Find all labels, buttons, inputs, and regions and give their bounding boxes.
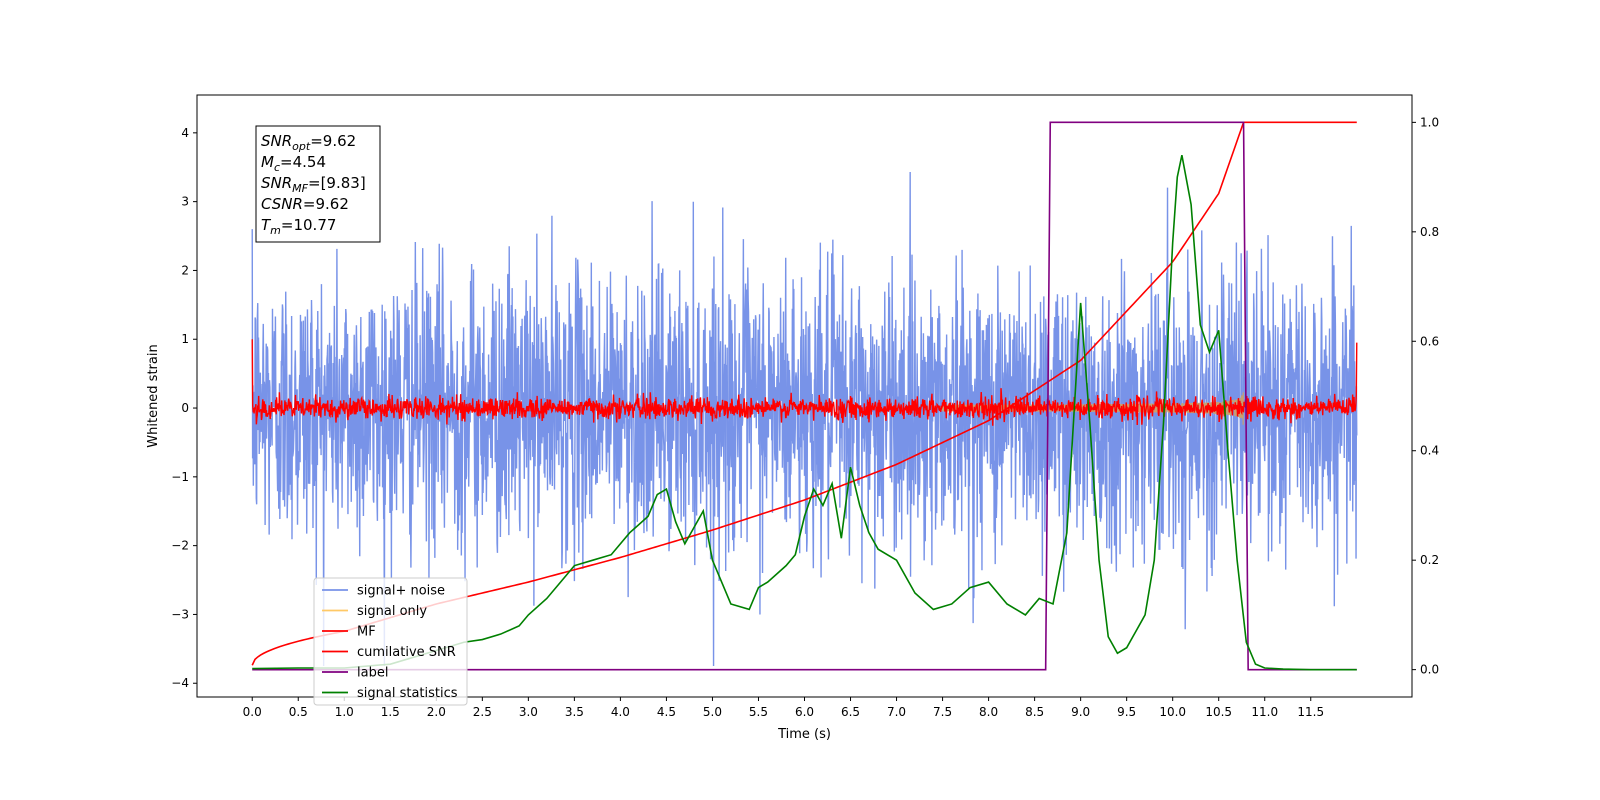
legend-label: cumilative SNR bbox=[357, 645, 456, 660]
x-tick-label: 1.0 bbox=[335, 705, 354, 719]
x-tick-label: 10.5 bbox=[1205, 705, 1232, 719]
y-right-tick-label: 0.2 bbox=[1420, 553, 1439, 567]
x-tick-label: 10.0 bbox=[1159, 705, 1186, 719]
mf-line bbox=[251, 339, 1358, 426]
y-left-tick-label: −2 bbox=[171, 539, 189, 553]
y-left-tick-label: −4 bbox=[171, 676, 189, 690]
y-right-tick-label: 0.0 bbox=[1420, 663, 1439, 677]
legend-label: label bbox=[357, 666, 388, 681]
legend: signal+ noise signal only MF cumilative SNR… bbox=[313, 577, 468, 706]
signal-plus-noise-line bbox=[251, 172, 1358, 667]
x-tick-label: 0.0 bbox=[243, 705, 262, 719]
x-tick-label: 7.5 bbox=[933, 705, 952, 719]
x-tick-label: 3.0 bbox=[519, 705, 538, 719]
x-tick-label: 9.5 bbox=[1117, 705, 1136, 719]
y-left-tick-label: 2 bbox=[181, 263, 189, 277]
x-tick-label: 0.5 bbox=[289, 705, 308, 719]
x-tick-label: 7.0 bbox=[887, 705, 906, 719]
x-tick-label: 2.5 bbox=[473, 705, 492, 719]
x-tick-label: 8.0 bbox=[979, 705, 998, 719]
legend-label: signal+ noise bbox=[357, 584, 445, 599]
x-tick-label: 5.0 bbox=[703, 705, 722, 719]
signal-statistics-series bbox=[252, 155, 1357, 671]
signal-plus-noise-series bbox=[251, 172, 1358, 667]
x-axis-label: Time (s) bbox=[777, 727, 831, 742]
annotation-line: Mc=4.54 bbox=[261, 153, 326, 174]
x-tick-label: 1.5 bbox=[381, 705, 400, 719]
mf-series bbox=[251, 339, 1358, 426]
x-tick-label: 4.0 bbox=[611, 705, 630, 719]
y-axis-left: 4 3 2 1 0 −1 −2 −3 −4 bbox=[171, 126, 197, 690]
y-left-tick-label: −3 bbox=[171, 607, 189, 621]
annotation-frame bbox=[255, 125, 381, 243]
x-tick-label: 11.5 bbox=[1297, 705, 1324, 719]
y-axis-left-label: Whitened strain bbox=[146, 344, 161, 447]
legend-label: signal statistics bbox=[357, 686, 458, 701]
x-tick-label: 4.5 bbox=[657, 705, 676, 719]
x-tick-label: 11.0 bbox=[1251, 705, 1278, 719]
annotation-line: SNRopt=9.62 bbox=[261, 132, 356, 153]
y-right-tick-label: 0.6 bbox=[1420, 334, 1439, 348]
y-left-tick-label: −1 bbox=[171, 470, 189, 484]
y-left-tick-label: 0 bbox=[181, 401, 189, 415]
x-tick-label: 6.0 bbox=[795, 705, 814, 719]
annotation-line: SNRMF=[9.83] bbox=[261, 174, 366, 195]
annotation-line: Tm=10.77 bbox=[261, 216, 336, 237]
x-tick-label: 9.0 bbox=[1071, 705, 1090, 719]
legend-label: MF bbox=[357, 625, 376, 640]
legend-label: signal only bbox=[357, 604, 427, 619]
y-left-tick-label: 3 bbox=[181, 195, 189, 209]
x-tick-label: 5.5 bbox=[749, 705, 768, 719]
y-right-tick-label: 1.0 bbox=[1420, 115, 1439, 129]
y-left-tick-label: 4 bbox=[181, 126, 189, 140]
y-left-tick-label: 1 bbox=[181, 332, 189, 346]
x-tick-label: 6.5 bbox=[841, 705, 860, 719]
x-tick-label: 2.0 bbox=[427, 705, 446, 719]
y-right-tick-label: 0.8 bbox=[1420, 225, 1439, 239]
y-right-tick-label: 0.4 bbox=[1420, 444, 1439, 458]
x-tick-label: 3.5 bbox=[565, 705, 584, 719]
legend-frame bbox=[313, 577, 468, 706]
x-tick-label: 8.5 bbox=[1025, 705, 1044, 719]
annotation-line: CSNR=9.62 bbox=[261, 195, 349, 213]
x-axis: 0.0 0.5 1.0 1.5 2.0 2.5 3.0 3.5 4.0 4.5 5.0 5.5 6.0 6… bbox=[243, 697, 1324, 719]
label-line bbox=[252, 121, 1357, 671]
signal-statistics-line bbox=[252, 155, 1357, 671]
label-series bbox=[252, 121, 1357, 671]
y-axis-right: 1.0 0.8 0.6 0.4 0.2 0.0 bbox=[1412, 115, 1439, 677]
